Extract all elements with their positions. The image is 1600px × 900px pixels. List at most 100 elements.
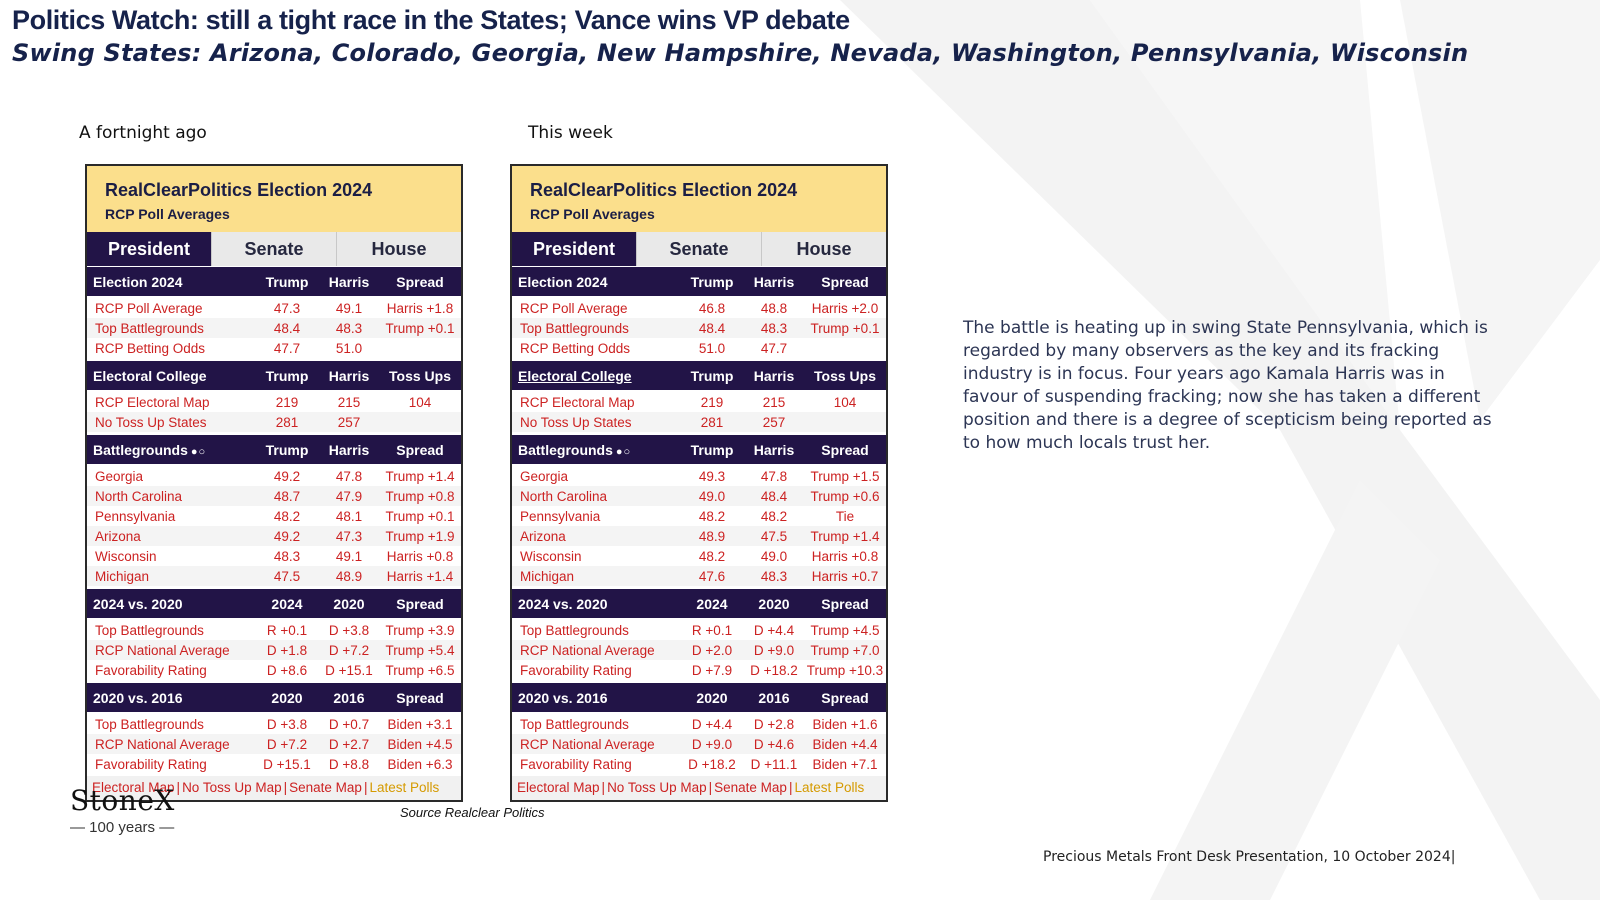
row-link[interactable]: No Toss Up States — [520, 414, 632, 430]
link-no-toss-up-map[interactable]: No Toss Up Map — [607, 780, 707, 795]
row-link[interactable]: Top Battlegrounds — [520, 622, 629, 638]
table-row: Arizona 48.9 47.5 Trump +1.4 — [512, 526, 886, 546]
table-row: Michigan 47.6 48.3 Harris +0.7 — [512, 566, 886, 586]
row-link[interactable]: Georgia — [95, 468, 144, 484]
slide-subtitle: Swing States: Arizona, Colorado, Georgia… — [12, 39, 1469, 67]
slide-title: Politics Watch: still a tight race in th… — [12, 5, 850, 35]
link-no-toss-up-map[interactable]: No Toss Up Map — [182, 780, 282, 795]
section-header: Electoral College Trump Harris Toss Ups — [512, 360, 886, 390]
tab-senate[interactable]: Senate — [636, 232, 761, 266]
row-link[interactable]: RCP National Average — [520, 736, 655, 752]
section-election-2024: Election 2024 Trump Harris Spread RCP Po… — [87, 266, 461, 360]
rcp-tabs: President Senate House — [512, 232, 886, 266]
carousel-dots-icon[interactable]: ●○ — [190, 445, 207, 458]
table-row: RCP Electoral Map 219 215 104 — [512, 392, 886, 412]
row-link[interactable]: Arizona — [520, 528, 566, 544]
table-row: Georgia 49.3 47.8 Trump +1.5 — [512, 466, 886, 486]
commentary-text: The battle is heating up in swing State … — [963, 318, 1492, 453]
row-link[interactable]: RCP National Average — [95, 736, 230, 752]
row-link[interactable]: RCP Betting Odds — [520, 340, 631, 356]
table-row: Favorability Rating D +8.6 D +15.1 Trump +6… — [87, 660, 461, 680]
rcp-tabs: President Senate House — [87, 232, 461, 266]
section-election-2024: Election 2024 Trump Harris Spread RCP Po… — [512, 266, 886, 360]
section-battlegrounds: Battlegrounds ●○ Trump Harris Spread Geor… — [87, 434, 461, 588]
row-link[interactable]: Top Battlegrounds — [520, 716, 629, 732]
row-link[interactable]: RCP National Average — [520, 642, 655, 658]
link-electoral-map[interactable]: Electoral Map — [517, 780, 600, 795]
rcp-footer-links: Electoral Map | No Toss Up Map | Senate Map |… — [87, 776, 461, 800]
carousel-dots-icon[interactable]: ●○ — [615, 445, 632, 458]
table-row: Wisconsin 48.2 49.0 Harris +0.8 — [512, 546, 886, 566]
row-link[interactable]: Favorability Rating — [520, 756, 632, 772]
tab-senate[interactable]: Senate — [211, 232, 336, 266]
table-row: RCP National Average D +9.0 D +4.6 Biden +4… — [512, 734, 886, 754]
row-link[interactable]: RCP Electoral Map — [520, 394, 635, 410]
row-link[interactable]: Michigan — [520, 568, 575, 584]
link-latest-polls[interactable]: Latest Polls — [794, 780, 865, 795]
row-link[interactable]: Favorability Rating — [95, 662, 207, 678]
row-link[interactable]: Michigan — [95, 568, 150, 584]
section-2024-vs-2020: 2024 vs. 2020 2024 2020 Spread Top Battl… — [87, 588, 461, 682]
section-battlegrounds: Battlegrounds ●○ Trump Harris Spread Geor… — [512, 434, 886, 588]
table-row: RCP Betting Odds 47.7 51.0 — [87, 338, 461, 358]
row-link[interactable]: Favorability Rating — [95, 756, 207, 772]
link-senate-map[interactable]: Senate Map — [714, 780, 787, 795]
table-row: Wisconsin 48.3 49.1 Harris +0.8 — [87, 546, 461, 566]
row-link[interactable]: RCP Electoral Map — [95, 394, 210, 410]
row-link[interactable]: North Carolina — [95, 488, 183, 504]
rcp-title: RealClearPolitics Election 2024 — [530, 180, 798, 200]
row-link[interactable]: Pennsylvania — [520, 508, 601, 524]
section-electoral-college: Electoral College Trump Harris Toss Ups … — [512, 360, 886, 434]
table-row: Top Battlegrounds D +4.4 D +2.8 Biden +1.6 — [512, 714, 886, 734]
table-row: No Toss Up States 281 257 — [512, 412, 886, 432]
tab-house[interactable]: House — [761, 232, 886, 266]
table-row: Michigan 47.5 48.9 Harris +1.4 — [87, 566, 461, 586]
electoral-college-link[interactable]: Electoral College — [518, 367, 632, 384]
table-row: Pennsylvania 48.2 48.2 Tie — [512, 506, 886, 526]
row-link[interactable]: No Toss Up States — [95, 414, 207, 430]
rcp-title: RealClearPolitics Election 2024 — [105, 180, 373, 200]
table-row: Top Battlegrounds R +0.1 D +3.8 Trump +3.9 — [87, 620, 461, 640]
row-link[interactable]: RCP National Average — [95, 642, 230, 658]
row-link[interactable]: Pennsylvania — [95, 508, 176, 524]
section-header: 2024 vs. 2020 2024 2020 Spread — [87, 588, 461, 618]
row-link[interactable]: Top Battlegrounds — [95, 716, 204, 732]
row-link[interactable]: Favorability Rating — [520, 662, 632, 678]
row-link[interactable]: RCP Poll Average — [520, 300, 628, 316]
section-header: 2020 vs. 2016 2020 2016 Spread — [87, 682, 461, 712]
row-link[interactable]: RCP Poll Average — [95, 300, 203, 316]
link-electoral-map[interactable]: Electoral Map — [92, 780, 175, 795]
row-link[interactable]: Arizona — [95, 528, 141, 544]
tab-president[interactable]: President — [87, 232, 211, 266]
row-link[interactable]: Georgia — [520, 468, 569, 484]
section-header: Battlegrounds ●○ Trump Harris Spread — [87, 434, 461, 464]
tab-house[interactable]: House — [336, 232, 461, 266]
row-link[interactable]: North Carolina — [520, 488, 608, 504]
rcp-widget-this-week: RealClearPolitics Election 2024 RCP Poll… — [510, 164, 888, 802]
row-link[interactable]: Top Battlegrounds — [95, 622, 204, 638]
rcp-header: RealClearPolitics Election 2024 RCP Poll… — [512, 166, 886, 232]
label-fortnight-ago: A fortnight ago — [79, 123, 207, 143]
logo-wordmark: StoneX — [70, 784, 175, 817]
section-header: Battlegrounds ●○ Trump Harris Spread — [512, 434, 886, 464]
section-header: Electoral College Trump Harris Toss Ups — [87, 360, 461, 390]
row-link[interactable]: Wisconsin — [95, 548, 157, 564]
source-note: Source Realclear Politics — [400, 805, 545, 820]
table-row: RCP National Average D +7.2 D +2.7 Biden +4… — [87, 734, 461, 754]
link-senate-map[interactable]: Senate Map — [289, 780, 362, 795]
tab-president[interactable]: President — [512, 232, 636, 266]
table-row: Georgia 49.2 47.8 Trump +1.4 — [87, 466, 461, 486]
link-latest-polls[interactable]: Latest Polls — [369, 780, 440, 795]
row-link[interactable]: Top Battlegrounds — [95, 320, 204, 336]
row-link[interactable]: Wisconsin — [520, 548, 582, 564]
logo-tagline: — 100 years — — [70, 819, 175, 836]
row-link[interactable]: RCP Betting Odds — [95, 340, 206, 356]
rcp-subtitle: RCP Poll Averages — [530, 206, 655, 222]
row-link[interactable]: Top Battlegrounds — [520, 320, 629, 336]
table-row: Favorability Rating D +15.1 D +8.8 Biden +6… — [87, 754, 461, 774]
rcp-header: RealClearPolitics Election 2024 RCP Poll… — [87, 166, 461, 232]
stonex-logo: StoneX — 100 years — — [70, 784, 175, 836]
table-row: Top Battlegrounds 48.4 48.3 Trump +0.1 — [87, 318, 461, 338]
table-row: Top Battlegrounds D +3.8 D +0.7 Biden +3.1 — [87, 714, 461, 734]
table-row: RCP National Average D +2.0 D +9.0 Trump +7… — [512, 640, 886, 660]
